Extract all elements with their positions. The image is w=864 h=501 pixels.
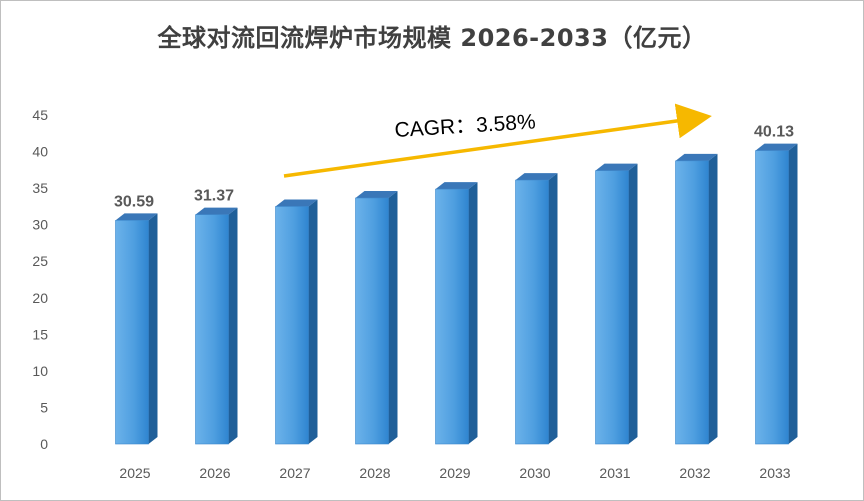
y-tick-label: 45 bbox=[32, 107, 48, 123]
bar-side bbox=[148, 213, 158, 444]
bar-side bbox=[628, 163, 638, 444]
x-tick-label: 2028 bbox=[359, 465, 390, 481]
y-tick-label: 10 bbox=[32, 363, 48, 379]
x-tick-label: 2025 bbox=[119, 465, 150, 481]
bar-top bbox=[755, 143, 798, 151]
cagr-arrow bbox=[283, 103, 712, 178]
bar bbox=[675, 160, 709, 445]
bar-side bbox=[308, 199, 318, 444]
bar bbox=[115, 220, 149, 445]
bar bbox=[195, 214, 229, 445]
x-tick-label: 2026 bbox=[199, 465, 230, 481]
bar bbox=[435, 188, 469, 445]
bar bbox=[755, 150, 789, 445]
data-label: 30.59 bbox=[114, 193, 154, 210]
bar-top bbox=[355, 190, 398, 198]
bar bbox=[515, 179, 549, 445]
data-label: 31.37 bbox=[194, 188, 234, 205]
bar bbox=[275, 206, 309, 445]
y-axis-ticks: 0 5 10 15 20 25 30 35 40 45 bbox=[32, 107, 48, 452]
bar-side bbox=[548, 173, 558, 444]
bar-top bbox=[515, 173, 558, 181]
y-tick-label: 35 bbox=[32, 180, 48, 196]
bar-top bbox=[195, 207, 238, 215]
y-tick-label: 25 bbox=[32, 253, 48, 269]
bar-side bbox=[708, 153, 718, 444]
y-tick-label: 40 bbox=[32, 144, 48, 160]
x-tick-label: 2029 bbox=[439, 465, 470, 481]
y-tick-label: 5 bbox=[40, 399, 48, 415]
data-labels: 30.59 31.37 40.13 bbox=[114, 124, 794, 211]
x-tick-label: 2033 bbox=[759, 465, 790, 481]
bar-top bbox=[595, 163, 638, 171]
bar-side bbox=[388, 190, 398, 444]
y-tick-label: 30 bbox=[32, 217, 48, 233]
data-label: 40.13 bbox=[754, 124, 794, 141]
bar-top bbox=[435, 182, 478, 190]
bar-side bbox=[788, 143, 798, 445]
bar-top bbox=[675, 153, 718, 161]
y-tick-label: 15 bbox=[32, 326, 48, 342]
x-tick-label: 2031 bbox=[599, 465, 630, 481]
bar-side bbox=[228, 207, 238, 444]
cagr-label: CAGR：3.58% bbox=[394, 110, 536, 142]
y-tick-label: 0 bbox=[40, 436, 48, 452]
x-tick-label: 2032 bbox=[679, 465, 710, 481]
bar bbox=[595, 170, 629, 445]
bar-series bbox=[115, 143, 798, 445]
x-tick-label: 2030 bbox=[519, 465, 550, 481]
bar-side bbox=[468, 182, 478, 444]
bar-top bbox=[275, 199, 318, 207]
x-tick-label: 2027 bbox=[279, 465, 310, 481]
bar bbox=[355, 197, 389, 445]
bar-top bbox=[115, 213, 158, 221]
y-tick-label: 20 bbox=[32, 290, 48, 306]
chart-title: 全球对流回流焊炉市场规模 2026-2033（亿元） bbox=[157, 24, 707, 52]
x-axis-ticks: 2025 2026 2027 2028 2029 2030 2031 2032 2033 bbox=[119, 465, 790, 481]
